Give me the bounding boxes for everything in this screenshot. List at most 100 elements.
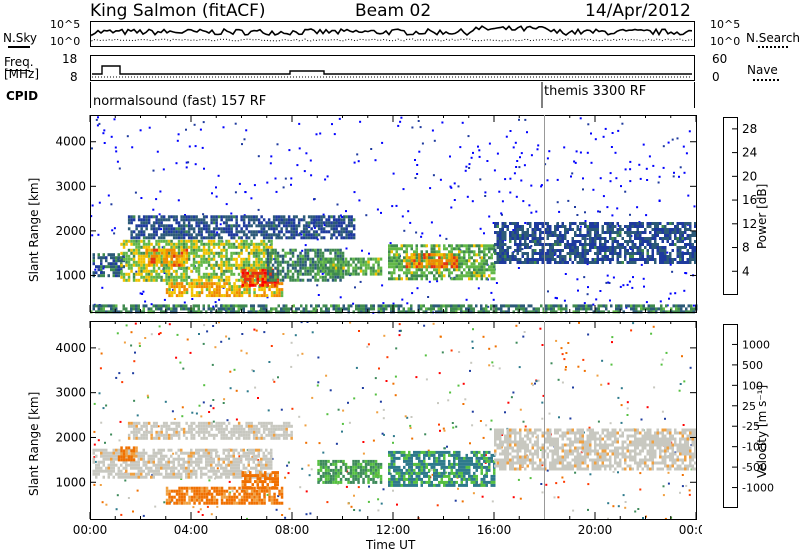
scatter-point (561, 353, 564, 356)
data-cell (185, 260, 189, 264)
data-cell (195, 233, 198, 237)
scatter-point (600, 383, 603, 386)
data-cell (145, 227, 148, 231)
data-cell (140, 451, 143, 455)
data-cell (656, 249, 659, 252)
data-cell (207, 254, 211, 258)
scatter-point (257, 208, 260, 211)
data-cell (634, 261, 637, 264)
scatter-point (348, 421, 351, 424)
data-cell (686, 237, 689, 240)
data-cell (317, 215, 321, 219)
data-cell (327, 218, 331, 222)
data-cell (217, 278, 221, 282)
data-cell (276, 254, 280, 258)
velocity-ylabel: Slant Range [km] (27, 391, 41, 496)
scatter-point (439, 335, 442, 338)
scatter-point (450, 349, 453, 352)
data-cell (262, 254, 266, 258)
data-cell (549, 255, 552, 258)
data-cell (185, 266, 188, 270)
data-cell (410, 244, 413, 248)
data-cell (265, 236, 268, 240)
data-cell (182, 263, 186, 267)
data-cell (210, 233, 213, 237)
data-cell (247, 310, 250, 314)
data-cell (142, 239, 146, 243)
scatter-point (104, 441, 106, 444)
scatter-point (389, 472, 392, 475)
data-cell (569, 246, 572, 249)
data-cell (160, 254, 163, 258)
scatter-point (487, 305, 490, 308)
data-cell (197, 275, 201, 279)
data-cell (150, 278, 153, 282)
data-cell (115, 463, 118, 467)
data-cell (265, 248, 268, 252)
scatter-point (584, 220, 587, 222)
data-cell (117, 253, 120, 257)
scatter-point (152, 169, 155, 172)
data-cell (559, 225, 562, 228)
data-cell (420, 274, 423, 278)
data-cell (549, 261, 552, 264)
scatter-point (524, 118, 527, 121)
data-cell (177, 251, 181, 255)
data-cell (482, 307, 485, 311)
data-cell (619, 234, 622, 237)
data-cell (380, 304, 383, 308)
data-cell (559, 255, 562, 258)
scatter-point (505, 135, 508, 138)
data-cell (322, 221, 326, 225)
data-cell (168, 248, 171, 252)
data-cell (312, 218, 316, 222)
data-cell (679, 249, 682, 252)
scatter-point (273, 380, 276, 383)
scatter-point (553, 496, 556, 499)
data-cell (490, 307, 493, 311)
data-cell (541, 225, 544, 228)
scatter-point (520, 152, 523, 155)
data-cell (132, 257, 136, 261)
data-cell (257, 304, 260, 308)
data-cell (390, 277, 393, 281)
data-cell (137, 310, 140, 314)
data-cell (320, 236, 323, 240)
data-cell (586, 252, 589, 255)
scatter-point (115, 376, 118, 379)
data-cell (170, 242, 173, 246)
data-cell (225, 291, 229, 295)
data-cell (230, 307, 233, 311)
data-cell (278, 282, 281, 286)
data-cell (576, 228, 579, 231)
scatter-point (290, 183, 292, 186)
data-cell (490, 265, 493, 269)
data-cell (192, 215, 196, 219)
data-cell (445, 247, 448, 251)
data-cell (157, 221, 161, 225)
data-cell (163, 257, 166, 261)
data-cell (529, 225, 532, 228)
scatter-point (240, 349, 243, 352)
data-cell (367, 263, 370, 267)
data-cell (145, 463, 148, 467)
data-cell (100, 265, 103, 269)
scatter-point (298, 122, 301, 125)
data-cell (315, 230, 318, 234)
data-cell (535, 307, 538, 311)
data-cell (197, 221, 201, 225)
scatter-point (599, 177, 602, 180)
data-cell (656, 234, 659, 237)
data-cell (581, 255, 584, 258)
data-cell (509, 231, 512, 234)
data-cell (97, 304, 100, 308)
data-cell (195, 239, 198, 243)
data-cell (301, 254, 305, 258)
scatter-point (522, 420, 525, 423)
data-cell (656, 252, 659, 255)
freq-label: Freq. (4, 55, 34, 69)
data-cell (450, 304, 453, 308)
data-cell (162, 263, 166, 267)
data-cell (430, 304, 433, 308)
data-cell (521, 228, 524, 231)
